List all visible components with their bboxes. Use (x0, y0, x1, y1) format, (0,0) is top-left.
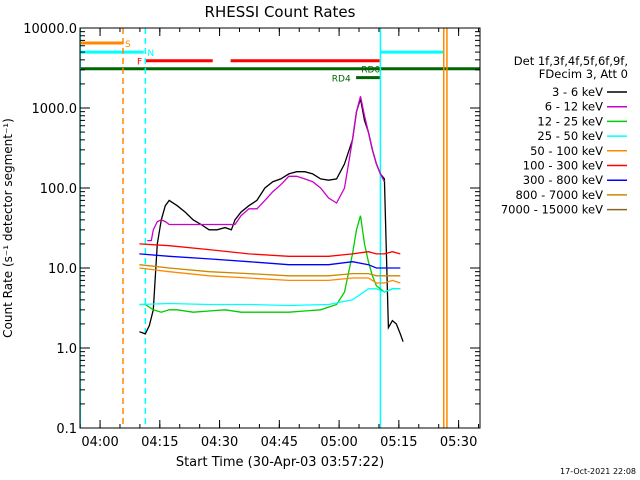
legend: Det 1f,3f,4f,5f,6f,9f,FDecim 3, Att 0 3 -… (501, 54, 628, 217)
flag-label: RD0 (361, 66, 380, 76)
x-tick-label: 05:15 (380, 435, 417, 450)
legend-header: FDecim 3, Att 0 (539, 67, 628, 81)
y-tick-label: 10000.0 (23, 22, 77, 37)
chart-title: RHESSI Count Rates (205, 3, 356, 21)
x-axis: 04:00 04:15 04:30 04:45 05:00 05:15 05:30 (79, 28, 480, 450)
series-line (139, 267, 401, 284)
series-lines (139, 96, 404, 342)
flag-label: S (125, 40, 131, 50)
y-axis-label: Count Rate (s⁻¹ detector segment⁻¹) (1, 118, 15, 338)
y-tick-label: 1.0 (56, 342, 77, 357)
legend-label: 12 - 25 keV (537, 114, 603, 128)
x-tick-label: 04:45 (261, 435, 298, 450)
x-tick-label: 04:00 (81, 435, 118, 450)
legend-label: 50 - 100 keV (530, 144, 603, 158)
x-tick-label: 04:15 (141, 435, 178, 450)
legend-label: 25 - 50 keV (537, 129, 603, 143)
vertical-markers (79, 28, 448, 428)
legend-label: 100 - 300 keV (523, 159, 603, 173)
series-line (139, 243, 401, 257)
y-tick-label: 100.0 (40, 182, 77, 197)
flag-label: RD4 (332, 75, 351, 85)
plot-frame (79, 27, 481, 429)
y-axis: 0.1 1.0 10.0 100.0 1000.0 10000.0 (23, 22, 480, 437)
x-tick-label: 04:30 (201, 435, 238, 450)
series-line (139, 215, 401, 313)
y-tick-label: 10.0 (48, 262, 77, 277)
series-line (139, 264, 401, 277)
flag-label: F (137, 58, 142, 68)
flag-label: N (147, 49, 154, 59)
legend-label: 3 - 6 keV (552, 85, 603, 99)
x-tick-label: 05:30 (440, 435, 477, 450)
series-line (139, 288, 401, 307)
flag-bars: S NF RD0 RD4 (80, 40, 480, 85)
legend-label: 800 - 7000 keV (515, 188, 603, 202)
y-tick-label: 1000.0 (32, 102, 78, 117)
timestamp: 17-Oct-2021 22:08 (560, 467, 636, 476)
series-line (147, 96, 385, 242)
x-tick-label: 05:00 (320, 435, 357, 450)
legend-label: 6 - 12 keV (545, 100, 603, 114)
series-line (139, 253, 401, 269)
x-axis-label: Start Time (30-Apr-03 03:57:22) (176, 455, 384, 470)
legend-label: 7000 - 15000 keV (501, 203, 603, 217)
legend-header: Det 1f,3f,4f,5f,6f,9f, (514, 54, 628, 68)
y-tick-label: 0.1 (56, 422, 77, 437)
legend-label: 300 - 800 keV (523, 173, 603, 187)
